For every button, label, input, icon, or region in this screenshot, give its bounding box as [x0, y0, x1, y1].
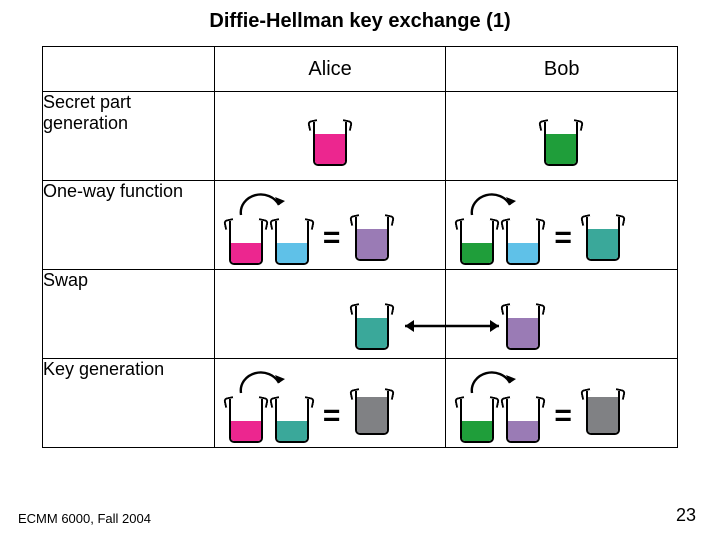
beaker-swap-right: [506, 306, 540, 350]
equals-sign: =: [554, 223, 572, 253]
equals-sign: =: [323, 401, 341, 431]
beaker-alice-secret-small: [229, 221, 263, 265]
header-bob: Bob: [446, 47, 678, 92]
cell-secret-alice: [214, 92, 446, 181]
pour-arrow-icon: [235, 193, 287, 221]
equals-sign: =: [323, 223, 341, 253]
row-oneway: One-way function = =: [43, 181, 678, 270]
beaker-bob-secret-small2: [460, 399, 494, 443]
label-oneway: One-way function: [43, 181, 215, 270]
beaker-alice-mix: [355, 217, 389, 261]
cell-swap-bob: [446, 270, 678, 359]
cell-secret-bob: [446, 92, 678, 181]
cell-keygen-alice: =: [214, 359, 446, 448]
beaker-common-alice: [275, 221, 309, 265]
beaker-common-bob: [506, 221, 540, 265]
beaker-alice-secret-small2: [229, 399, 263, 443]
beaker-bob-mix: [586, 217, 620, 261]
row-secret: Secret part generation: [43, 92, 678, 181]
row-keygen: Key generation = =: [43, 359, 678, 448]
cell-oneway-bob: =: [446, 181, 678, 270]
header-blank: [43, 47, 215, 92]
beaker-shared-key-bob: [586, 391, 620, 435]
footer-right: 23: [676, 505, 696, 526]
pour-arrow-icon: [235, 371, 287, 399]
slide-title: Diffie-Hellman key exchange (1): [0, 10, 720, 33]
beaker-bob-mix-small: [275, 399, 309, 443]
label-secret: Secret part generation: [43, 92, 215, 181]
beaker-bob-secret-small: [460, 221, 494, 265]
row-swap: Swap: [43, 270, 678, 359]
beaker-bob-secret: [544, 122, 578, 166]
header-row: Alice Bob: [43, 47, 678, 92]
beaker-alice-mix-small: [506, 399, 540, 443]
cell-oneway-alice: =: [214, 181, 446, 270]
dh-table: Alice Bob Secret part generation One-way…: [42, 46, 678, 448]
footer-left: ECMM 6000, Fall 2004: [18, 511, 151, 526]
beaker-shared-key-alice: [355, 391, 389, 435]
beaker-swap-left: [355, 306, 389, 350]
label-keygen: Key generation: [43, 359, 215, 448]
header-alice: Alice: [214, 47, 446, 92]
cell-swap-alice: [214, 270, 446, 359]
pour-arrow-icon: [466, 371, 518, 399]
beaker-alice-secret: [313, 122, 347, 166]
equals-sign: =: [554, 401, 572, 431]
label-swap: Swap: [43, 270, 215, 359]
pour-arrow-icon: [466, 193, 518, 221]
cell-keygen-bob: =: [446, 359, 678, 448]
